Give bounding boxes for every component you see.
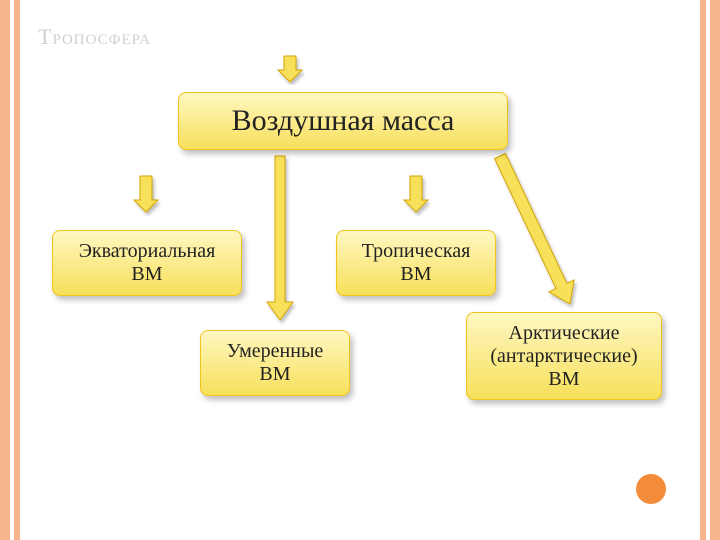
- node-equatorial: Экваториальная ВМ: [52, 230, 242, 296]
- stripe-right-inner: [700, 0, 706, 540]
- node-arctic: Арктические (антарктические) ВМ: [466, 312, 662, 400]
- stripe-left-inner: [14, 0, 20, 540]
- stripe-left-outer: [0, 0, 10, 540]
- node-tropical: Тропическая ВМ: [336, 230, 496, 296]
- corner-dot-icon: [636, 474, 666, 504]
- slide-title: Тропосфера: [38, 24, 151, 50]
- node-root: Воздушная масса: [178, 92, 508, 150]
- node-temperate: Умеренные ВМ: [200, 330, 350, 396]
- stripe-right-outer: [710, 0, 720, 540]
